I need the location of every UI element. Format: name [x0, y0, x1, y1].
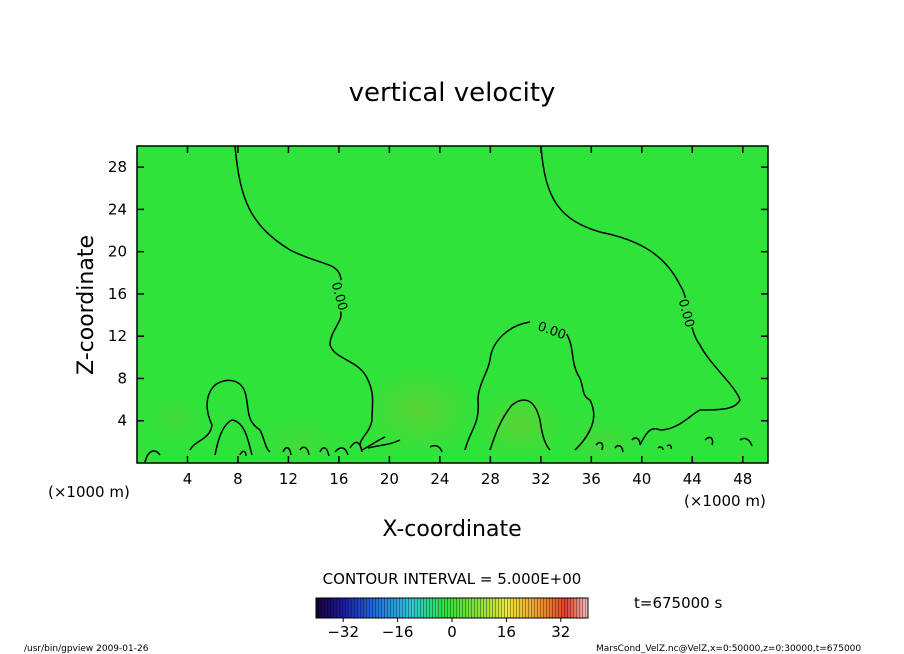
contour-small-features [144, 436, 753, 463]
x-tick-label: 16 [329, 470, 348, 488]
footer-right: MarsCond_VelZ.nc@VelZ,x=0:50000,z=0:3000… [596, 644, 861, 654]
x-unit-label-left: (×1000 m) [48, 483, 130, 501]
footer-left: /usr/bin/gpview 2009-01-26 [24, 644, 149, 654]
contour-label: 0.00 [328, 281, 350, 313]
x-tick-label: 44 [683, 470, 702, 488]
x-tick-label: 24 [430, 470, 449, 488]
y-axis-title: Z-coordinate [74, 235, 99, 375]
heatmap-shading [145, 365, 640, 465]
contour-labels: 0.000.000.00 [328, 279, 699, 343]
contour-left-lower [189, 379, 271, 453]
contour-label-bg [675, 296, 699, 330]
x-axis: 4 8 12 16 20 24 28 32 36 40 44 48 [183, 146, 752, 488]
x-tick-label: 32 [531, 470, 550, 488]
colorbar-tick-label: 16 [497, 623, 516, 641]
x-tick-label: 40 [632, 470, 651, 488]
contour-middle [367, 321, 531, 451]
colorbar: −32 −16 0 16 32 [315, 597, 589, 641]
x-axis-title: X-coordinate [382, 517, 521, 542]
colorbar-tick-label: 32 [551, 623, 570, 641]
plot-frame [136, 145, 769, 464]
plot-area: 0.000.000.00 4 8 12 16 20 24 28 32 36 40 44 48 4812… [108, 145, 769, 488]
contour-lines [144, 145, 753, 463]
y-tick-label: 8 [117, 369, 127, 387]
time-label: t=675000 s [634, 594, 722, 612]
x-unit-label-right: (×1000 m) [684, 492, 766, 510]
x-tick-label: 28 [481, 470, 500, 488]
x-tick-label: 8 [233, 470, 243, 488]
colorbar-tick-label: 0 [447, 623, 457, 641]
colorbar-stripes [316, 598, 588, 618]
y-tick-label: 20 [108, 243, 127, 261]
colorbar-ticks: −32 −16 0 16 32 [327, 618, 570, 641]
contour-interval-label: CONTOUR INTERVAL = 5.000E+00 [323, 570, 582, 588]
contour-label: 0.00 [675, 297, 697, 329]
y-tick-label: 12 [108, 327, 127, 345]
contour-right-upper [540, 145, 741, 446]
contour-middle-right [564, 331, 595, 451]
x-tick-label: 4 [183, 470, 193, 488]
y-tick-label: 24 [108, 200, 127, 218]
contour-label-bg [535, 317, 570, 343]
y-tick-label: 28 [108, 158, 127, 176]
colorbar-tick-label: −32 [327, 623, 359, 641]
colorbar-tick-label: −16 [382, 623, 414, 641]
x-tick-label: 48 [733, 470, 752, 488]
x-tick-label: 12 [279, 470, 298, 488]
contour-label-bg [328, 279, 352, 313]
y-axis: 4 8 12 16 20 24 28 [108, 158, 768, 430]
y-tick-label: 4 [117, 412, 127, 430]
y-tick-label: 16 [108, 285, 127, 303]
x-tick-label: 36 [582, 470, 601, 488]
contour-left-upper [234, 145, 386, 451]
contour-left-inner [214, 419, 253, 456]
x-tick-label: 20 [380, 470, 399, 488]
contour-inner-middle [489, 399, 551, 451]
chart-title: vertical velocity [349, 78, 556, 108]
